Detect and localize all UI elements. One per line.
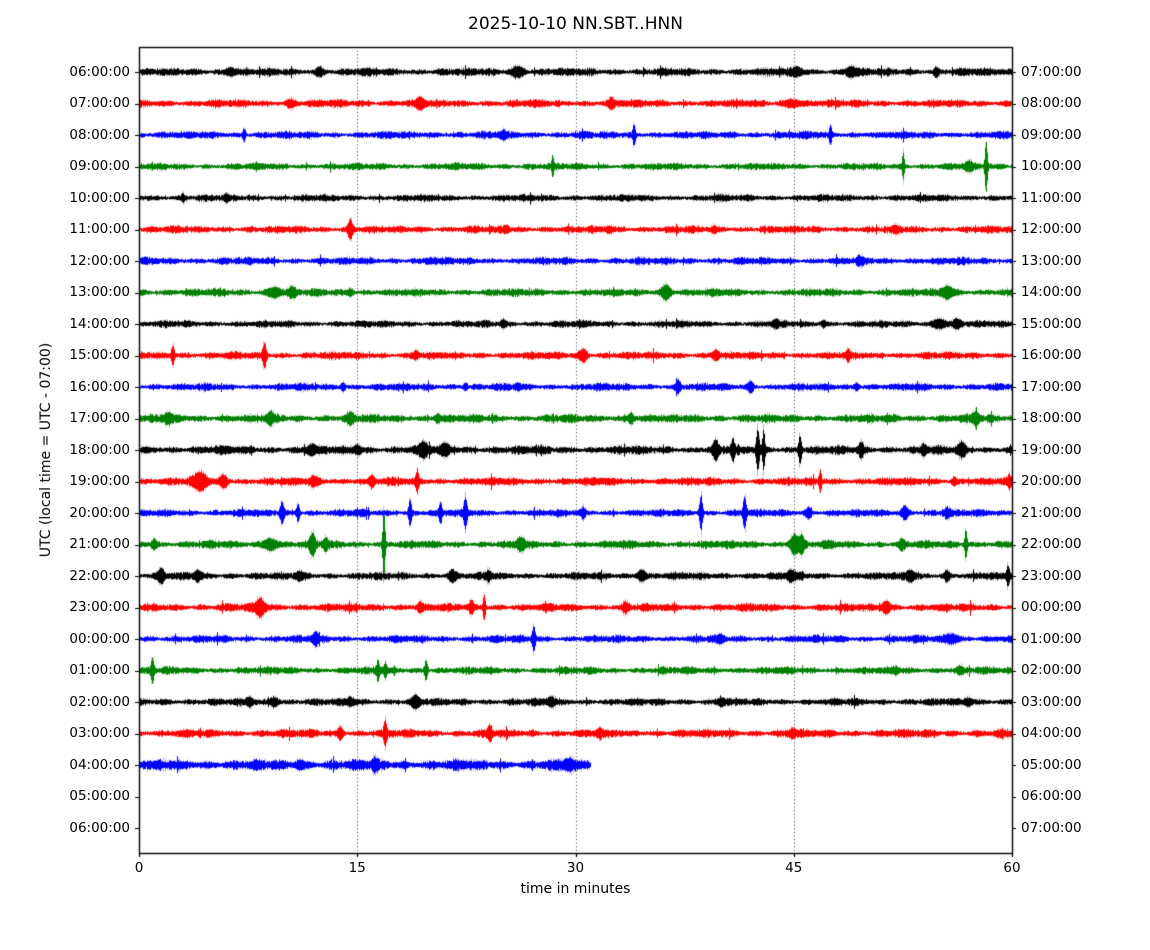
y-tick-label-right: 06:00:00 xyxy=(1021,788,1082,804)
y-tick-label-right: 18:00:00 xyxy=(1021,410,1082,426)
y-tick-label-right: 15:00:00 xyxy=(1021,315,1082,332)
x-axis-label: time in minutes xyxy=(520,881,631,897)
y-tick-label-right: 22:00:00 xyxy=(1021,536,1082,552)
x-tick-label: 60 xyxy=(1003,860,1021,876)
y-tick-label-right: 09:00:00 xyxy=(1021,126,1082,143)
y-tick-label-right: 04:00:00 xyxy=(1021,725,1082,741)
y-tick-label-right: 19:00:00 xyxy=(1021,441,1082,458)
y-tick-label-left: 14:00:00 xyxy=(69,315,130,332)
y-tick-label-left: 17:00:00 xyxy=(69,410,130,426)
y-tick-label-right: 05:00:00 xyxy=(1021,756,1082,773)
y-tick-label-left: 01:00:00 xyxy=(69,662,130,678)
y-tick-label-left: 07:00:00 xyxy=(69,95,130,111)
y-tick-label-right: 12:00:00 xyxy=(1021,221,1082,237)
y-tick-label-right: 07:00:00 xyxy=(1021,819,1082,836)
y-tick-label-left: 16:00:00 xyxy=(69,378,130,395)
y-tick-label-left: 20:00:00 xyxy=(69,504,130,521)
y-tick-label-right: 00:00:00 xyxy=(1021,599,1082,615)
y-tick-label-right: 10:00:00 xyxy=(1021,158,1082,174)
y-tick-label-right: 16:00:00 xyxy=(1021,347,1082,363)
chart-title: 2025-10-10 NN.SBT..HNN xyxy=(468,14,683,34)
y-tick-label-left: 11:00:00 xyxy=(69,221,130,237)
y-tick-label-left: 21:00:00 xyxy=(69,536,130,552)
y-tick-label-right: 14:00:00 xyxy=(1021,284,1082,300)
y-tick-label-right: 13:00:00 xyxy=(1021,252,1082,269)
x-tick-label: 0 xyxy=(134,860,144,876)
y-tick-label-right: 08:00:00 xyxy=(1021,95,1082,111)
y-tick-label-left: 02:00:00 xyxy=(69,693,130,710)
y-tick-label-left: 08:00:00 xyxy=(69,126,130,143)
y-tick-label-right: 17:00:00 xyxy=(1021,378,1082,395)
y-tick-label-left: 06:00:00 xyxy=(69,819,130,836)
y-tick-label-right: 21:00:00 xyxy=(1021,504,1082,521)
x-tick-label: 30 xyxy=(566,860,585,876)
y-tick-label-left: 09:00:00 xyxy=(69,158,130,174)
y-tick-label-left: 23:00:00 xyxy=(69,599,130,615)
y-tick-label-left: 06:00:00 xyxy=(69,63,130,80)
y-tick-label-right: 03:00:00 xyxy=(1021,693,1082,710)
y-tick-label-left: 10:00:00 xyxy=(69,189,130,206)
y-tick-label-left: 05:00:00 xyxy=(69,788,130,804)
y-tick-label-left: 18:00:00 xyxy=(69,441,130,458)
y-tick-label-left: 04:00:00 xyxy=(69,756,130,773)
x-tick-label: 15 xyxy=(348,860,366,876)
y-tick-label-left: 19:00:00 xyxy=(69,473,130,489)
y-tick-label-left: 03:00:00 xyxy=(69,725,130,741)
y-tick-label-right: 02:00:00 xyxy=(1021,662,1082,678)
y-tick-label-right: 01:00:00 xyxy=(1021,630,1082,647)
y-tick-label-right: 23:00:00 xyxy=(1021,567,1082,584)
y-tick-label-left: 13:00:00 xyxy=(69,284,130,300)
x-tick-label: 45 xyxy=(785,860,803,876)
y-tick-label-left: 12:00:00 xyxy=(69,252,130,269)
y-tick-label-left: 22:00:00 xyxy=(69,567,130,584)
y-tick-label-left: 00:00:00 xyxy=(69,630,130,647)
y-tick-label-right: 11:00:00 xyxy=(1021,189,1082,206)
y-tick-label-right: 20:00:00 xyxy=(1021,473,1082,489)
y-tick-label-left: 15:00:00 xyxy=(69,347,130,363)
y-tick-label-right: 07:00:00 xyxy=(1021,63,1082,80)
